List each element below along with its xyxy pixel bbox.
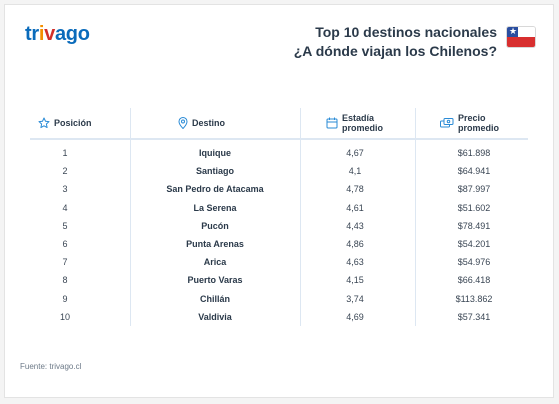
stay-cell: 4,61 <box>346 202 364 213</box>
stay-cell: 4,1 <box>348 166 362 177</box>
table-row: 7 Arica 4,63 $54.976 <box>30 253 528 271</box>
position-cell: 2 <box>62 166 68 177</box>
stay-cell: 4,69 <box>346 311 364 322</box>
column-divider <box>415 108 416 326</box>
trivago-logo: trivago <box>25 23 90 46</box>
chile-flag-icon: ★ <box>507 27 535 47</box>
table-row: 6 Punta Arenas 4,86 $54.201 <box>30 235 528 253</box>
table-row: 9 Chillán 3,74 $113.862 <box>30 290 528 308</box>
column-header-stay: Estadía promedio <box>326 108 383 138</box>
stay-cell: 4,86 <box>346 239 364 249</box>
logo-letter: o <box>77 23 90 45</box>
column-header-destination: Destino <box>178 108 225 138</box>
position-cell: 3 <box>62 184 68 195</box>
column-header-price: Precio promedio <box>440 108 499 138</box>
infographic-title: Top 10 destinos nacionales ¿A dónde viaj… <box>294 23 497 61</box>
table-row: 3 San Pedro de Atacama 4,78 $87.997 <box>30 180 528 198</box>
position-cell: 7 <box>62 257 68 268</box>
price-cell: $64.941 <box>457 166 491 177</box>
destination-cell: San Pedro de Atacama <box>166 184 264 195</box>
price-cell: $57.341 <box>457 311 491 322</box>
stay-cell: 4,67 <box>346 148 364 158</box>
source-note: Fuente: trivago.cl <box>20 362 82 371</box>
destination-cell: Chillán <box>199 293 230 304</box>
stay-cell: 4,63 <box>346 257 364 268</box>
infographic-card: trivago Top 10 destinos nacionales ¿A dó… <box>4 4 554 398</box>
stay-cell: 4,78 <box>346 184 364 195</box>
table-header: Posición Destino Estadía promedio Precio… <box>30 108 528 140</box>
title-line-2: ¿A dónde viajan los Chilenos? <box>293 43 497 59</box>
destination-cell: Valdivia <box>198 311 232 322</box>
destination-cell: Santiago <box>195 166 234 177</box>
stay-cell: 4,15 <box>346 275 364 286</box>
destination-cell: Iquique <box>199 148 231 158</box>
destination-cell: Arica <box>203 257 227 268</box>
star-icon <box>38 117 50 129</box>
destination-cell: Punta Arenas <box>186 239 244 249</box>
money-icon <box>440 118 454 128</box>
price-cell: $54.976 <box>457 257 491 268</box>
price-cell: $54.201 <box>457 239 491 249</box>
table-row: 2 Santiago 4,1 $64.941 <box>30 162 528 180</box>
position-cell: 8 <box>62 275 68 286</box>
price-cell: $61.898 <box>457 148 491 158</box>
table-row: 10 Valdivia 4,69 $57.341 <box>30 308 528 326</box>
destination-cell: La Serena <box>193 202 237 213</box>
position-cell: 10 <box>59 311 70 322</box>
price-cell: $113.862 <box>455 293 493 304</box>
position-cell: 5 <box>62 220 68 231</box>
column-header-position: Posición <box>38 108 92 138</box>
logo-letter: i <box>38 23 45 45</box>
calendar-icon <box>326 117 338 129</box>
logo-letter: a <box>54 23 66 45</box>
price-cell: $78.491 <box>457 220 491 231</box>
price-cell: $87.997 <box>457 184 491 195</box>
stay-cell: 4,43 <box>346 220 364 231</box>
stay-cell: 3,74 <box>346 293 364 304</box>
destination-cell: Puerto Varas <box>187 275 243 286</box>
position-cell: 1 <box>62 148 68 158</box>
table-row: 5 Pucón 4,43 $78.491 <box>30 217 528 235</box>
table-row: 1 Iquique 4,67 $61.898 <box>30 144 528 162</box>
logo-letter: g <box>65 23 78 45</box>
destination-cell: Pucón <box>201 220 229 231</box>
location-pin-icon <box>178 117 188 129</box>
column-divider <box>130 108 131 326</box>
logo-letter: v <box>44 23 55 45</box>
table-row: 4 La Serena 4,61 $51.602 <box>30 199 528 217</box>
table-row: 8 Puerto Varas 4,15 $66.418 <box>30 271 528 289</box>
price-cell: $66.418 <box>457 275 491 286</box>
position-cell: 9 <box>62 293 68 304</box>
column-divider <box>300 108 301 326</box>
price-cell: $51.602 <box>457 202 491 213</box>
position-cell: 6 <box>62 239 68 249</box>
logo-letter: r <box>31 23 39 45</box>
logo-letter: t <box>25 23 32 45</box>
position-cell: 4 <box>62 202 68 213</box>
title-line-1: Top 10 destinos nacionales <box>315 24 497 40</box>
